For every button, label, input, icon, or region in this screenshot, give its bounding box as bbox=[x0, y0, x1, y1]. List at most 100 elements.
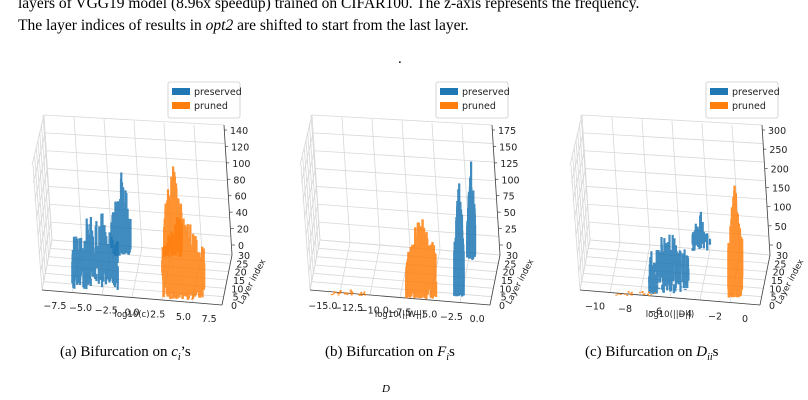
pruned-bar bbox=[429, 276, 432, 297]
side-grid-line bbox=[575, 139, 586, 266]
preserved-bar bbox=[81, 264, 84, 270]
preserved-bars bbox=[71, 213, 119, 290]
pruned-bar bbox=[416, 267, 419, 292]
subcaption-b: (b) Bifurcation on Fis bbox=[325, 344, 455, 363]
preserved-bar bbox=[691, 248, 694, 251]
x-tick-label: −6 bbox=[648, 306, 662, 317]
preserved-bar bbox=[650, 265, 654, 285]
z-tick-label: 60 bbox=[235, 192, 247, 203]
side-grid-line bbox=[32, 164, 43, 291]
preserved-bar bbox=[85, 263, 88, 290]
x-tick-label: 0.0 bbox=[124, 308, 139, 319]
pruned-bars bbox=[163, 166, 183, 257]
pruned-bar bbox=[419, 237, 422, 282]
pruned-bar bbox=[175, 227, 179, 280]
preserved-bar bbox=[687, 274, 690, 281]
back-grid-line bbox=[133, 120, 143, 248]
z-tick-label: 150 bbox=[772, 184, 790, 195]
pruned-bar bbox=[171, 284, 174, 290]
preserved-bar bbox=[648, 276, 651, 283]
y-axis-line bbox=[759, 254, 771, 306]
pruned-bars bbox=[727, 185, 744, 298]
pruned-bar bbox=[179, 231, 183, 290]
pruned-bar bbox=[654, 292, 657, 294]
pruned-bar bbox=[360, 291, 363, 294]
x-tick-label: 5.0 bbox=[176, 312, 191, 323]
preserved-bar bbox=[94, 226, 97, 264]
plot-a: −7.5 −5.0 −2.5 0.0 2.5 5.0 7.5log10(c)05101520… bbox=[31, 81, 268, 325]
side-grid-line bbox=[580, 114, 591, 241]
side-grid-line bbox=[34, 156, 45, 282]
pruned-bar bbox=[630, 294, 633, 296]
plot-c: −10 −8 −6 −4 −2 0log10(||D||)051015202530Laye… bbox=[569, 81, 806, 325]
preserved-bar bbox=[662, 257, 665, 293]
legend-label-pruned: pruned bbox=[194, 101, 228, 112]
x-tick-label: −2.5 bbox=[95, 305, 118, 316]
side-grid-line bbox=[42, 114, 53, 241]
legend-swatch-pruned bbox=[710, 102, 728, 109]
pruned-bar bbox=[337, 294, 340, 296]
preserved-bar bbox=[653, 279, 656, 294]
pruned-bar bbox=[336, 292, 339, 295]
preserved-bar bbox=[121, 206, 124, 254]
y-tick-label: 15 bbox=[771, 276, 783, 287]
y-tick-label: 5 bbox=[771, 293, 777, 304]
z-tick-label: 20 bbox=[237, 225, 249, 236]
pruned-bars bbox=[615, 291, 657, 297]
preserved-bar bbox=[665, 248, 668, 283]
preserved-bar bbox=[111, 215, 115, 241]
preserved-bar bbox=[92, 247, 95, 277]
preserved-bar bbox=[95, 273, 98, 282]
x-tick-label: −15.0 bbox=[308, 301, 337, 312]
preserved-bar bbox=[103, 225, 106, 262]
z-tick-label: 100 bbox=[773, 203, 791, 214]
floor-grid-line bbox=[314, 264, 496, 281]
preserved-bar bbox=[669, 272, 672, 275]
pruned-bars bbox=[405, 219, 438, 299]
z-tick-label: 300 bbox=[768, 126, 786, 137]
preserved-bar bbox=[74, 239, 77, 268]
preserved-bar bbox=[655, 250, 658, 276]
y-tick-label: 10 bbox=[231, 284, 243, 295]
x-tick-label: −4 bbox=[678, 309, 692, 320]
pruned-bar bbox=[166, 243, 169, 281]
preserved-bar bbox=[101, 213, 104, 261]
pruned-bar bbox=[359, 294, 361, 296]
z-tick-label: 40 bbox=[236, 208, 248, 219]
preserved-bar bbox=[456, 206, 459, 291]
z-tick-label: 150 bbox=[499, 142, 517, 153]
preserved-bar bbox=[672, 263, 675, 282]
pruned-bar bbox=[190, 298, 194, 300]
pruned-bar bbox=[730, 210, 734, 274]
preserved-bar bbox=[675, 259, 678, 275]
preserved-bar bbox=[708, 238, 712, 245]
pruned-bar bbox=[346, 292, 349, 295]
panel-b: −15.0 −12.5 −10.0 −7.5 −5.0 −2.5 0.0 log10(||W|… bbox=[290, 80, 536, 325]
pruned-bar bbox=[165, 212, 169, 255]
preserved-bar bbox=[652, 267, 655, 270]
pruned-bar bbox=[179, 211, 182, 253]
pruned-bar bbox=[363, 292, 366, 294]
pruned-bar bbox=[197, 263, 200, 276]
pruned-bar bbox=[643, 293, 646, 295]
preserved-bar bbox=[454, 271, 457, 284]
preserved-bar bbox=[672, 284, 675, 294]
x-tick-label: −2 bbox=[708, 311, 722, 322]
caption-line-2: The layer indices of results in opt2 are… bbox=[18, 16, 469, 36]
z-tick-label: 80 bbox=[233, 175, 245, 186]
preserved-bar bbox=[683, 271, 686, 279]
preserved-bar bbox=[471, 233, 475, 257]
preserved-bar bbox=[110, 236, 113, 270]
pruned-bar bbox=[171, 193, 174, 249]
z-tick-label: 75 bbox=[503, 192, 515, 203]
preserved-bar bbox=[692, 235, 696, 249]
pruned-bar bbox=[191, 274, 195, 300]
z-tick-label: 0 bbox=[506, 241, 512, 252]
pruned-bar bbox=[620, 294, 622, 295]
preserved-bar bbox=[650, 283, 653, 289]
pruned-bar bbox=[420, 276, 423, 299]
preserved-bar bbox=[708, 242, 711, 244]
pruned-bar bbox=[424, 259, 428, 295]
preserved-bar bbox=[686, 257, 690, 271]
bottom-fragment: D bbox=[382, 383, 390, 395]
